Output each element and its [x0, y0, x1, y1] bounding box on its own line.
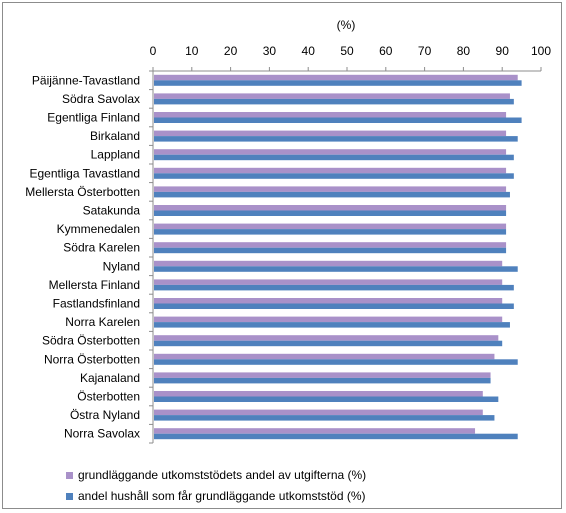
bar-series-1: [154, 130, 507, 137]
x-tick-label: 50: [340, 44, 354, 58]
category-label: Södra Karelen: [63, 241, 140, 255]
x-tick-label: 60: [379, 44, 393, 58]
bar-series-1: [154, 298, 503, 304]
x-tick-label: 90: [496, 44, 510, 58]
bar-series-2: [154, 359, 518, 365]
axes: [152, 70, 541, 443]
bar-series-2: [154, 173, 514, 179]
x-tick-label: 100: [531, 44, 551, 58]
category-label: Mellersta Österbotten: [25, 185, 140, 199]
bar-series-2: [154, 433, 518, 440]
category-label: Mellersta Finland: [49, 278, 140, 292]
category-label: Fastlandsfinland: [53, 297, 140, 311]
bar-series-1: [154, 93, 510, 99]
bars: [154, 74, 522, 440]
category-label: Egentliga Tavastland: [29, 166, 140, 180]
bar-series-2: [154, 117, 522, 123]
bar-series-2: [154, 415, 495, 421]
bar-series-2: [154, 284, 514, 291]
bar-series-1: [154, 186, 507, 192]
bar-series-1: [154, 205, 507, 211]
bar-series-1: [154, 242, 507, 248]
category-label: Östra Nyland: [70, 408, 140, 422]
legend-swatch-series-2: [66, 492, 73, 500]
bar-series-1: [154, 372, 491, 378]
x-tick-label: 40: [302, 44, 316, 58]
bar-series-2: [154, 210, 507, 216]
x-tick-labels: 0 10 20 30 40 50 60 70 80 90 100: [150, 44, 551, 71]
category-label: Norra Österbotten: [44, 352, 140, 366]
legend-item-series-2: andel hushåll som får grundläggande utko…: [66, 489, 366, 503]
bar-series-2: [154, 154, 514, 161]
x-tick-label: 30: [263, 44, 277, 58]
x-tick-label: 0: [150, 44, 157, 58]
bar-series-2: [154, 266, 518, 272]
bar-series-1: [154, 391, 483, 397]
category-labels: Päijänne-Tavastland Södra Savolax Egentlig…: [25, 70, 153, 444]
bar-series-2: [154, 303, 514, 309]
x-tick-label: 70: [418, 44, 432, 58]
category-label: Päijänne-Tavastland: [32, 73, 140, 87]
bar-series-1: [154, 335, 499, 341]
bar-series-2: [154, 98, 514, 105]
legend-label-series-2: andel hushåll som får grundläggande utko…: [78, 489, 366, 503]
bar-series-1: [154, 260, 503, 267]
bar-series-1: [154, 353, 495, 360]
category-label: Lappland: [91, 148, 140, 162]
legend-label-series-1: grundläggande utkomststödets andel av ut…: [78, 468, 367, 482]
category-label: Egentliga Finland: [47, 111, 140, 125]
category-label: Södra Österbotten: [42, 334, 140, 348]
bar-series-1: [154, 316, 503, 323]
category-label: Satakunda: [83, 204, 141, 218]
x-tick-label: 20: [224, 44, 238, 58]
category-label: Nyland: [103, 259, 140, 273]
bar-series-2: [154, 80, 522, 86]
bar-series-1: [154, 149, 507, 155]
bar-series-1: [154, 279, 503, 285]
legend-item-series-1: grundläggande utkomststödets andel av ut…: [66, 468, 366, 482]
bar-series-2: [154, 247, 507, 254]
category-label: Österbotten: [77, 390, 140, 404]
bar-series-2: [154, 322, 510, 328]
bar-series-1: [154, 409, 483, 416]
bar-series-2: [154, 191, 510, 198]
bar-series-1: [154, 428, 476, 434]
bar-series-2: [154, 340, 503, 347]
unit-label: (%): [337, 18, 356, 32]
bar-series-1: [154, 74, 518, 81]
chart-frame: [2, 2, 562, 509]
bar-series-2: [154, 377, 491, 384]
category-label: Kymmenedalen: [57, 222, 140, 236]
legend-swatch-series-1: [66, 471, 73, 479]
category-label: Kajanaland: [80, 371, 140, 385]
bar-series-2: [154, 229, 507, 235]
bar-series-2: [154, 396, 499, 402]
category-label: Norra Karelen: [65, 315, 140, 329]
bar-series-1: [154, 167, 507, 174]
category-label: Birkaland: [90, 129, 140, 143]
category-label: Norra Savolax: [64, 427, 140, 441]
bar-series-1: [154, 112, 507, 118]
category-label: Södra Savolax: [62, 92, 140, 106]
bar-series-2: [154, 136, 518, 142]
bar-series-1: [154, 223, 507, 230]
x-tick-label: 10: [185, 44, 199, 58]
x-tick-label: 80: [457, 44, 471, 58]
